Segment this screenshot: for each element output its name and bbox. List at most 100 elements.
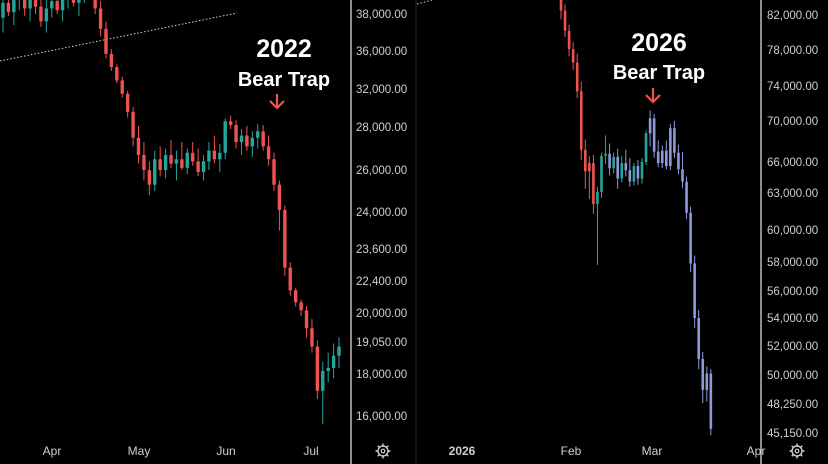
candle [579,81,583,160]
time-tick-label: Mar [642,444,663,458]
candle-body [709,373,713,429]
price-tick-label: 52,000.00 [767,341,818,353]
price-tick-label: 38,000.00 [356,9,407,21]
candle-body [39,6,43,22]
candle-body [109,53,114,68]
candle [283,205,287,276]
candle-body [673,128,676,153]
price-tick-label: 54,000.00 [767,313,818,325]
time-tick-label: Apr [747,444,766,458]
candle-body [575,62,579,92]
candle [136,126,141,164]
candle-body [660,150,664,164]
candle [299,299,303,317]
candle-body [288,267,292,291]
candle [632,163,636,186]
candle-body [559,0,563,11]
candle [147,161,152,196]
time-axis-2022[interactable]: Apr May Jun Jul [43,444,319,458]
candle-body [158,159,162,170]
price-tick-label: 70,000.00 [767,116,818,128]
candle [239,129,244,155]
candle [288,262,292,296]
price-tick-label: 26,000.00 [356,165,407,177]
candle [673,121,676,158]
chart-panel-2022[interactable]: 38,000.00 36,000.00 32,000.00 28,000.00 26,0… [0,0,407,464]
candle [693,255,696,328]
candle [196,148,200,177]
candle-body [648,118,652,134]
candle-body [207,150,211,162]
candle-body [261,131,265,147]
price-tick-label: 60,000.00 [767,225,818,237]
price-axis-2022[interactable]: 38,000.00 36,000.00 32,000.00 28,000.00 26,0… [356,9,407,423]
candle [310,319,314,353]
down-arrow-icon [645,88,661,104]
candle-body [656,151,660,164]
candle [304,306,309,338]
time-tick-label: Jul [303,444,318,458]
chart-panel-2026[interactable]: 82,000.00 78,000.00 74,000.00 70,000.00 66,0… [416,0,818,464]
candle-body [239,135,244,143]
down-arrow-icon [269,94,285,110]
candle [588,155,591,200]
candle [616,148,619,189]
gear-icon[interactable] [789,443,805,459]
candle-body [677,152,680,170]
price-tick-label: 74,000.00 [767,81,818,93]
candle-body [685,181,688,213]
candle [125,90,130,118]
candle [115,64,119,84]
candle [612,152,615,174]
price-axis-2026[interactable]: 82,000.00 78,000.00 74,000.00 70,000.00 66,0… [767,10,818,440]
candle [207,142,211,170]
candle [705,366,709,402]
candle [67,0,69,9]
price-tick-label: 16,000.00 [356,411,407,423]
candle-body [136,137,141,155]
candle [665,140,668,170]
candle-body [571,49,575,63]
candle-body [636,166,640,179]
candle [337,337,341,368]
candle-body [277,184,282,210]
candle [326,352,330,383]
candle [142,142,146,181]
candle-body [93,0,97,9]
candle [331,343,336,379]
candle-body [584,149,587,172]
candle [22,0,27,16]
candle [174,150,179,181]
gear-icon[interactable] [375,443,391,459]
candle-body [697,318,700,360]
candle-body [50,1,54,9]
candle [644,130,648,166]
candle-body [60,0,65,11]
price-tick-label: 19,050.00 [356,337,407,349]
candle [575,53,579,99]
price-tick-label: 66,000.00 [767,157,818,169]
candle [55,0,59,14]
candle-body [321,370,325,391]
candle [261,125,265,151]
annotation-2022: 2022 Bear Trap [238,35,330,110]
candle [201,154,206,181]
candle-body [266,146,271,160]
annotation-year-2022: 2022 [256,35,312,63]
candle-body [147,170,152,185]
candle-body [331,355,336,368]
candle [652,114,656,158]
time-axis-2026[interactable]: 2026 Feb Mar Apr [449,444,766,458]
candle [6,0,11,16]
candle [153,150,157,191]
candle-body [33,0,38,7]
candle [120,76,124,98]
candle [228,115,233,130]
candle [604,135,607,165]
candle [277,180,282,231]
candle-body [256,131,260,138]
price-tick-label: 48,250.00 [767,399,818,411]
candle [624,149,628,177]
candle [223,118,227,160]
